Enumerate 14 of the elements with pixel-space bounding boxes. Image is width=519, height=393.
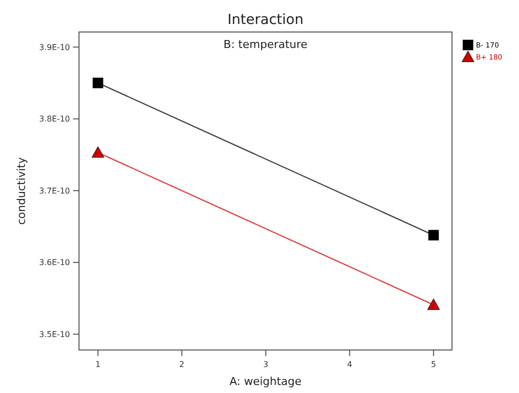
x-tick-label: 2 bbox=[179, 360, 184, 369]
annotation: B: temperature bbox=[224, 38, 308, 51]
x-tick-label: 3 bbox=[263, 360, 268, 369]
y-tick-label: 3.8E-10 bbox=[39, 114, 70, 124]
y-tick-label: 3.5E-10 bbox=[39, 330, 70, 340]
x-tick-label: 5 bbox=[430, 360, 436, 369]
x-axis-title: A: weightage bbox=[229, 375, 302, 388]
y-axis-title: conductivity bbox=[15, 156, 28, 225]
x-tick-label: 1 bbox=[95, 360, 101, 369]
y-tick-label: 3.7E-10 bbox=[39, 186, 70, 196]
y-tick-label: 3.9E-10 bbox=[39, 42, 70, 52]
x-tick-label: 4 bbox=[347, 360, 352, 369]
chart-title: Interaction bbox=[228, 12, 304, 28]
y-tick-label: 3.6E-10 bbox=[39, 258, 70, 268]
